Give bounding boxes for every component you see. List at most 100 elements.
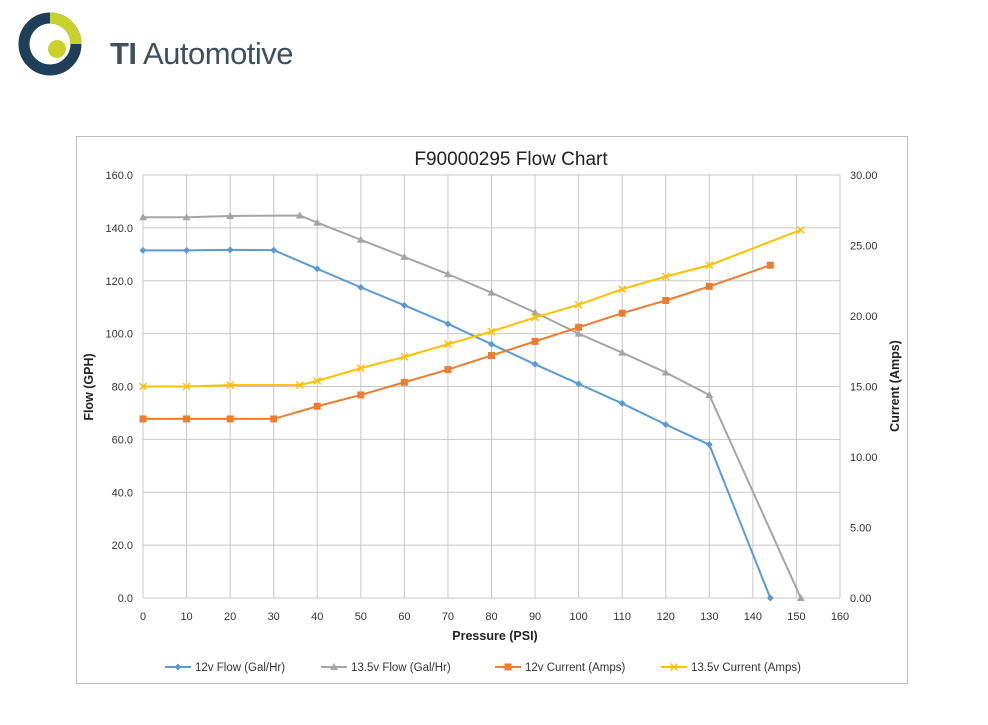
chart-svg: 0.020.040.060.080.0100.0120.0140.0160.0 … bbox=[82, 149, 902, 674]
y-tick-label: 20.0 bbox=[112, 540, 133, 552]
data-point bbox=[138, 382, 148, 391]
series-line bbox=[143, 229, 802, 388]
data-point bbox=[400, 252, 409, 260]
series-3 bbox=[139, 261, 774, 423]
data-point bbox=[705, 282, 713, 290]
data-point bbox=[531, 313, 540, 322]
data-point bbox=[488, 340, 495, 348]
data-point bbox=[357, 391, 365, 399]
data-point bbox=[313, 402, 321, 410]
data-point bbox=[226, 246, 234, 254]
y-tick-label: 160.0 bbox=[105, 170, 133, 182]
data-point bbox=[574, 300, 583, 309]
data-point bbox=[330, 663, 338, 670]
data-point bbox=[400, 301, 408, 309]
data-point bbox=[618, 309, 626, 317]
data-point bbox=[270, 415, 278, 423]
y2-tick-label: 10.00 bbox=[850, 452, 878, 464]
data-point bbox=[400, 378, 408, 386]
data-point bbox=[226, 415, 234, 423]
legend-label: 12v Current (Amps) bbox=[525, 662, 626, 674]
y-tick-label: 140.0 bbox=[105, 223, 133, 235]
data-point bbox=[618, 399, 626, 407]
x-tick-label: 20 bbox=[224, 611, 236, 623]
data-point bbox=[766, 261, 774, 269]
x-axis-label: Pressure (PSI) bbox=[452, 629, 537, 643]
y-tick-label: 80.0 bbox=[112, 382, 133, 394]
flow-chart: 0.0 20.0 40.0 60.0 80.0 100.0 120.0 140.0 160.0 … bbox=[76, 136, 908, 684]
data-point bbox=[139, 246, 147, 254]
data-point bbox=[796, 594, 805, 601]
x-tick-label: 100 bbox=[569, 611, 587, 623]
x-tick-label: 70 bbox=[442, 611, 454, 623]
data-point bbox=[443, 340, 452, 349]
data-point bbox=[400, 352, 409, 361]
y2-tick-label: 25.00 bbox=[850, 241, 878, 253]
x-tick-label: 0 bbox=[140, 611, 146, 623]
legend-item: 12v Flow (Gal/Hr) bbox=[165, 662, 285, 674]
data-point bbox=[618, 285, 627, 294]
data-point bbox=[531, 360, 539, 368]
series-line bbox=[143, 248, 772, 599]
data-point bbox=[295, 211, 304, 219]
legend: 12v Flow (Gal/Hr) 13.5v Flow (Gal/Hr) 12v … bbox=[165, 662, 801, 674]
data-point bbox=[270, 246, 278, 254]
data-point bbox=[661, 368, 670, 376]
data-point bbox=[661, 272, 670, 281]
data-point bbox=[575, 380, 583, 388]
y-tick-label: 120.0 bbox=[105, 276, 133, 288]
data-point bbox=[226, 381, 235, 390]
data-point bbox=[295, 381, 304, 390]
data-point bbox=[662, 421, 670, 429]
data-point bbox=[487, 327, 496, 336]
data-point bbox=[313, 265, 321, 273]
brand-logo: TI Automotive bbox=[18, 12, 318, 76]
legend-label: 12v Flow (Gal/Hr) bbox=[195, 662, 285, 674]
x-tick-label: 150 bbox=[787, 611, 805, 623]
data-point bbox=[356, 364, 365, 373]
data-point bbox=[357, 283, 365, 291]
x-tick-label: 140 bbox=[744, 611, 762, 623]
data-point bbox=[356, 235, 365, 243]
gridlines bbox=[142, 174, 841, 599]
y2-tick-label: 5.00 bbox=[850, 523, 871, 535]
data-point bbox=[575, 323, 583, 331]
brand-name-secondary: Automotive bbox=[142, 36, 294, 71]
data-point bbox=[183, 246, 191, 254]
y-axis-label: Flow (GPH) bbox=[82, 353, 96, 420]
data-point bbox=[444, 320, 452, 328]
y-tick-label: 40.0 bbox=[112, 487, 133, 499]
x-tick-label: 120 bbox=[657, 611, 675, 623]
x-tick-label: 90 bbox=[529, 611, 541, 623]
y2-axis-label: Current (Amps) bbox=[888, 340, 902, 432]
series-group bbox=[138, 211, 805, 602]
brand-name-primary: TI bbox=[110, 36, 137, 71]
data-point bbox=[443, 270, 452, 278]
series-2 bbox=[139, 211, 805, 601]
x-tick-label: 30 bbox=[268, 611, 280, 623]
data-point bbox=[796, 225, 805, 235]
legend-label: 13.5v Current (Amps) bbox=[691, 662, 801, 674]
data-point bbox=[705, 441, 713, 449]
data-point bbox=[531, 337, 539, 345]
y-tick-label: 60.0 bbox=[112, 434, 133, 446]
x-tick-label: 40 bbox=[311, 611, 323, 623]
data-point bbox=[574, 329, 583, 337]
data-point bbox=[313, 218, 322, 226]
brand-name: TI Automotive bbox=[110, 36, 294, 72]
legend-item: 12v Current (Amps) bbox=[495, 662, 626, 674]
data-point bbox=[662, 296, 670, 304]
series-4 bbox=[138, 225, 805, 391]
data-point bbox=[504, 663, 512, 671]
x-tick-label: 130 bbox=[700, 611, 718, 623]
y-tick-label: 0.0 bbox=[118, 593, 133, 605]
series-1 bbox=[139, 246, 774, 602]
y-tick-label: 100.0 bbox=[105, 329, 133, 341]
chart-title: F90000295 Flow Chart bbox=[414, 149, 608, 170]
data-point bbox=[174, 663, 182, 671]
data-point bbox=[618, 348, 627, 356]
legend-item: 13.5v Flow (Gal/Hr) bbox=[321, 662, 451, 674]
data-point bbox=[669, 662, 679, 672]
x-axis-ticks: 0 10 20 30 40 50 60 70 80 90 100 110 120 130 140 150 160 bbox=[140, 611, 849, 623]
data-point bbox=[182, 382, 191, 391]
